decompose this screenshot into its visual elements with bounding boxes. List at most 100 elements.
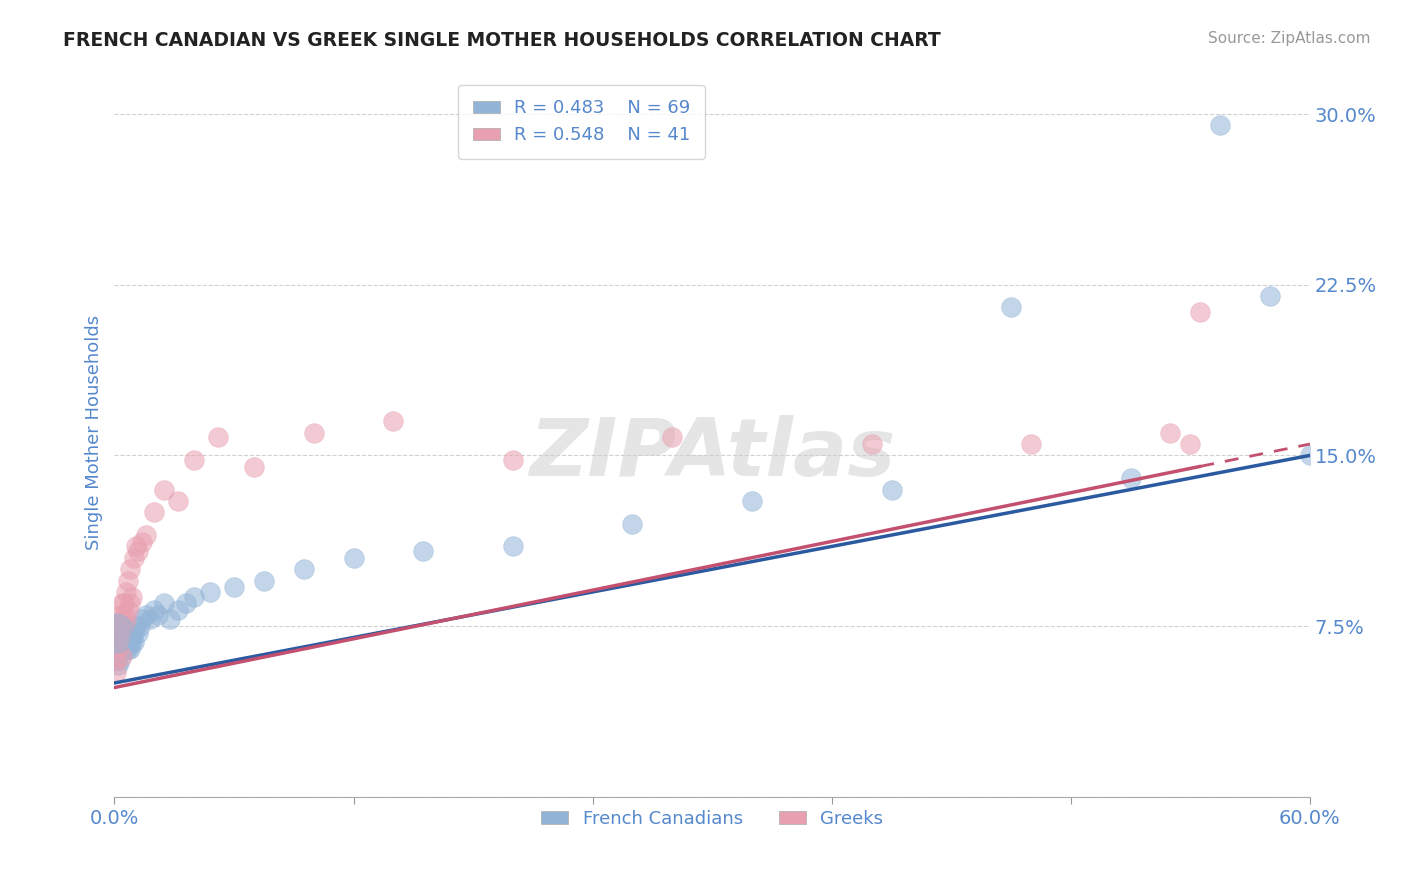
Point — [1159, 425, 1181, 440]
Point — [111, 626, 134, 640]
Point — [110, 619, 132, 633]
Point — [120, 562, 142, 576]
Point — [139, 612, 162, 626]
Point — [111, 596, 134, 610]
Point — [120, 596, 142, 610]
Point — [860, 437, 883, 451]
Point — [111, 612, 134, 626]
Point — [198, 585, 221, 599]
Point — [1258, 289, 1281, 303]
Point — [135, 528, 157, 542]
Point — [661, 430, 683, 444]
Point — [167, 603, 190, 617]
Point — [112, 596, 135, 610]
Point — [110, 607, 132, 622]
Point — [131, 612, 153, 626]
Point — [105, 665, 128, 679]
Point — [222, 581, 245, 595]
Point — [412, 544, 434, 558]
Text: ZIPAtlas: ZIPAtlas — [529, 416, 896, 493]
Point — [107, 635, 129, 649]
Point — [115, 585, 138, 599]
Point — [110, 653, 132, 667]
Point — [1189, 305, 1212, 319]
Point — [382, 414, 405, 428]
Point — [153, 483, 176, 497]
Point — [1180, 437, 1202, 451]
Point — [112, 635, 135, 649]
Point — [183, 453, 205, 467]
Point — [124, 635, 146, 649]
Point — [1119, 471, 1142, 485]
Point — [120, 641, 142, 656]
Point — [502, 453, 524, 467]
Point — [111, 637, 134, 651]
Point — [302, 425, 325, 440]
Point — [127, 626, 149, 640]
Point — [121, 631, 143, 645]
Point — [253, 574, 276, 588]
Point — [107, 647, 129, 661]
Point — [131, 535, 153, 549]
Point — [342, 550, 364, 565]
Point — [120, 635, 142, 649]
Point — [107, 619, 129, 633]
Point — [153, 596, 176, 610]
Point — [121, 635, 143, 649]
Point — [107, 635, 129, 649]
Point — [148, 607, 170, 622]
Point — [143, 505, 166, 519]
Point — [1299, 449, 1322, 463]
Point — [115, 641, 138, 656]
Point — [115, 635, 138, 649]
Point — [117, 626, 139, 640]
Point — [880, 483, 903, 497]
Point — [110, 635, 132, 649]
Point — [112, 631, 135, 645]
Point — [110, 631, 132, 645]
Point — [117, 631, 139, 645]
Point — [115, 631, 138, 645]
Point — [125, 619, 148, 633]
Point — [112, 635, 135, 649]
Point — [112, 641, 135, 656]
Point — [104, 626, 127, 640]
Point — [107, 631, 129, 645]
Point — [621, 516, 644, 531]
Point — [115, 612, 138, 626]
Point — [110, 644, 132, 658]
Point — [1209, 119, 1232, 133]
Point — [107, 657, 129, 672]
Point — [112, 607, 135, 622]
Point — [107, 626, 129, 640]
Point — [112, 619, 135, 633]
Point — [159, 612, 181, 626]
Point — [1019, 437, 1042, 451]
Point — [124, 626, 146, 640]
Point — [110, 640, 132, 654]
Point — [107, 641, 129, 656]
Point — [183, 590, 205, 604]
Point — [143, 603, 166, 617]
Point — [105, 626, 128, 640]
Point — [243, 459, 266, 474]
Point — [115, 626, 138, 640]
Point — [129, 619, 152, 633]
Point — [112, 626, 135, 640]
Point — [105, 653, 128, 667]
Point — [127, 544, 149, 558]
Point — [117, 574, 139, 588]
Point — [117, 641, 139, 656]
Point — [207, 430, 229, 444]
Point — [135, 607, 157, 622]
Text: Source: ZipAtlas.com: Source: ZipAtlas.com — [1208, 31, 1371, 46]
Point — [107, 641, 129, 656]
Point — [110, 626, 132, 640]
Point — [111, 631, 134, 645]
Legend: French Canadians, Greeks: French Canadians, Greeks — [534, 803, 890, 835]
Point — [741, 494, 763, 508]
Point — [125, 540, 148, 554]
Point — [110, 631, 132, 645]
Point — [124, 550, 146, 565]
Point — [111, 648, 134, 663]
